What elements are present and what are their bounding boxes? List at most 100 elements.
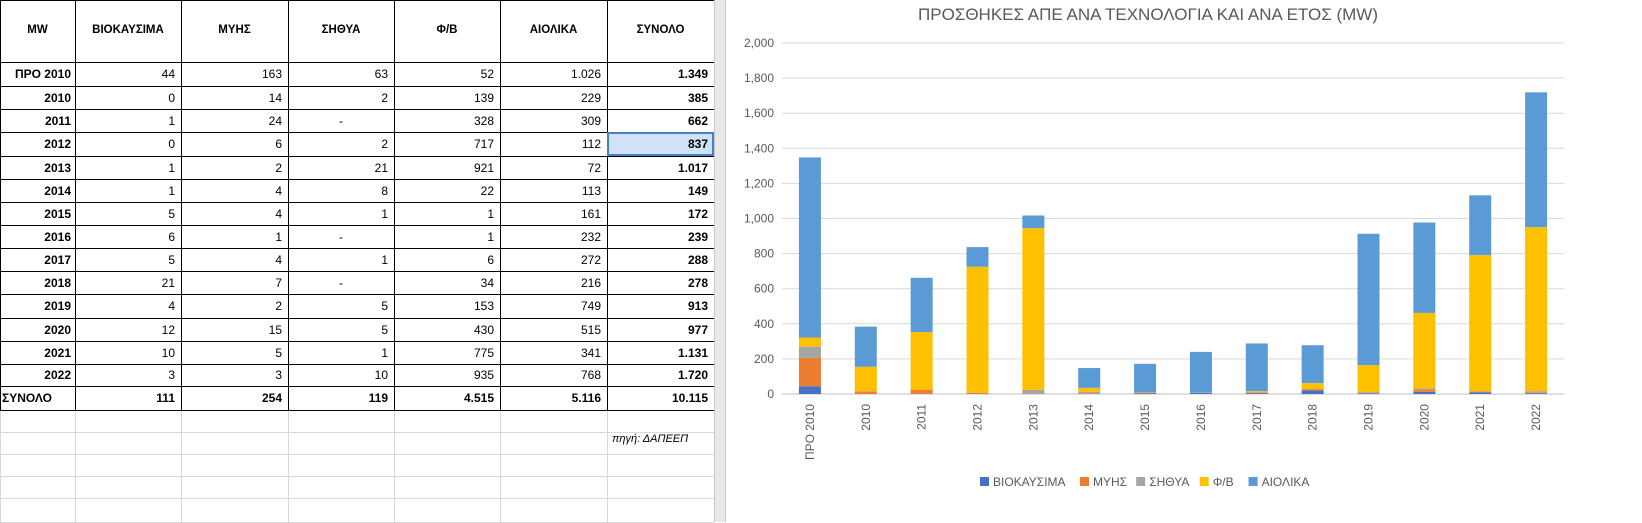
table-cell[interactable]: 216 <box>500 271 607 294</box>
table-cell[interactable]: 15 <box>181 318 288 341</box>
column-header[interactable]: ΒΙΟΚΑΥΣΙΜΑ <box>75 0 181 62</box>
table-cell[interactable]: 6 <box>394 248 500 271</box>
row-label[interactable]: 2013 <box>0 156 75 179</box>
table-cell[interactable]: - <box>288 271 394 294</box>
total-cell[interactable]: 10.115 <box>607 386 714 410</box>
table-cell[interactable]: 8 <box>288 179 394 202</box>
table-cell[interactable]: 921 <box>394 156 500 179</box>
row-label[interactable]: 2014 <box>0 179 75 202</box>
table-cell[interactable]: 44 <box>75 62 181 86</box>
table-cell[interactable]: 139 <box>394 86 500 109</box>
table-cell[interactable]: 112 <box>500 132 607 156</box>
table-cell[interactable]: 1 <box>288 202 394 225</box>
row-label[interactable]: 2017 <box>0 248 75 271</box>
table-cell[interactable]: 239 <box>607 225 714 248</box>
row-label[interactable]: 2012 <box>0 132 75 156</box>
table-cell[interactable]: 229 <box>500 86 607 109</box>
table-cell[interactable]: 1.026 <box>500 62 607 86</box>
table-cell[interactable]: 5 <box>75 202 181 225</box>
table-cell[interactable]: 4 <box>181 248 288 271</box>
row-label[interactable]: 2019 <box>0 294 75 318</box>
row-label[interactable]: 2011 <box>0 109 75 132</box>
table-cell[interactable]: - <box>288 225 394 248</box>
table-cell[interactable]: 935 <box>394 364 500 386</box>
table-cell[interactable]: 21 <box>75 271 181 294</box>
pane-divider[interactable] <box>714 0 726 522</box>
total-label[interactable]: ΣΥΝΟΛΟ <box>0 386 75 410</box>
table-cell[interactable]: 7 <box>181 271 288 294</box>
table-cell[interactable]: 22 <box>394 179 500 202</box>
table-cell[interactable]: 1 <box>394 225 500 248</box>
row-label[interactable]: ΠΡΟ 2010 <box>0 62 75 86</box>
table-cell[interactable]: 272 <box>500 248 607 271</box>
table-cell[interactable]: 1.131 <box>607 341 714 364</box>
table-cell[interactable]: 385 <box>607 86 714 109</box>
column-header[interactable]: Φ/Β <box>394 0 500 62</box>
table-cell[interactable]: 1.720 <box>607 364 714 386</box>
column-header[interactable]: ΣΗΘΥΑ <box>288 0 394 62</box>
table-cell[interactable]: 6 <box>181 132 288 156</box>
table-cell[interactable]: 328 <box>394 109 500 132</box>
table-cell[interactable]: 72 <box>500 156 607 179</box>
table-cell[interactable]: 4 <box>75 294 181 318</box>
table-cell[interactable]: 913 <box>607 294 714 318</box>
table-cell[interactable]: 153 <box>394 294 500 318</box>
total-cell[interactable]: 254 <box>181 386 288 410</box>
table-cell[interactable]: 341 <box>500 341 607 364</box>
table-cell[interactable]: 717 <box>394 132 500 156</box>
table-cell[interactable]: 1 <box>75 156 181 179</box>
table-cell[interactable]: 1.017 <box>607 156 714 179</box>
table-cell[interactable]: 430 <box>394 318 500 341</box>
table-cell[interactable]: 52 <box>394 62 500 86</box>
column-header[interactable]: ΑΙΟΛΙΚΑ <box>500 0 607 62</box>
table-cell[interactable]: 163 <box>181 62 288 86</box>
table-cell[interactable]: 2 <box>181 156 288 179</box>
table-cell[interactable]: 3 <box>75 364 181 386</box>
table-cell[interactable]: 749 <box>500 294 607 318</box>
table-cell[interactable]: 161 <box>500 202 607 225</box>
total-cell[interactable]: 119 <box>288 386 394 410</box>
row-label[interactable]: 2016 <box>0 225 75 248</box>
table-cell[interactable]: 0 <box>75 132 181 156</box>
table-cell[interactable]: 34 <box>394 271 500 294</box>
table-cell[interactable]: 5 <box>288 294 394 318</box>
table-cell[interactable]: 3 <box>181 364 288 386</box>
table-cell[interactable]: 0 <box>75 86 181 109</box>
table-cell[interactable]: 5 <box>75 248 181 271</box>
table-cell[interactable]: 515 <box>500 318 607 341</box>
table-cell[interactable]: 63 <box>288 62 394 86</box>
table-cell[interactable]: 113 <box>500 179 607 202</box>
column-header[interactable]: ΜΥΗΣ <box>181 0 288 62</box>
table-cell[interactable]: 24 <box>181 109 288 132</box>
table-cell[interactable]: 837 <box>607 132 714 156</box>
table-cell[interactable]: 172 <box>607 202 714 225</box>
row-label[interactable]: 2022 <box>0 364 75 386</box>
table-cell[interactable]: 4 <box>181 202 288 225</box>
table-cell[interactable]: 662 <box>607 109 714 132</box>
table-cell[interactable]: 21 <box>288 156 394 179</box>
table-cell[interactable]: 309 <box>500 109 607 132</box>
table-cell[interactable]: 1 <box>288 341 394 364</box>
row-label[interactable]: 2018 <box>0 271 75 294</box>
row-label[interactable]: 2020 <box>0 318 75 341</box>
table-cell[interactable]: 768 <box>500 364 607 386</box>
row-label[interactable]: 2010 <box>0 86 75 109</box>
total-cell[interactable]: 4.515 <box>394 386 500 410</box>
row-label[interactable]: 2021 <box>0 341 75 364</box>
table-cell[interactable]: 1 <box>75 109 181 132</box>
table-cell[interactable]: 5 <box>181 341 288 364</box>
table-cell[interactable]: 1.349 <box>607 62 714 86</box>
column-header[interactable]: ΣΥΝΟΛΟ <box>607 0 714 62</box>
table-cell[interactable]: 14 <box>181 86 288 109</box>
table-cell[interactable]: 10 <box>288 364 394 386</box>
table-cell[interactable]: 5 <box>288 318 394 341</box>
table-cell[interactable]: 149 <box>607 179 714 202</box>
table-cell[interactable]: 2 <box>288 86 394 109</box>
table-cell[interactable]: 10 <box>75 341 181 364</box>
table-cell[interactable]: 12 <box>75 318 181 341</box>
total-cell[interactable]: 111 <box>75 386 181 410</box>
table-cell[interactable]: 1 <box>394 202 500 225</box>
table-cell[interactable]: 1 <box>181 225 288 248</box>
table-cell[interactable]: 2 <box>288 132 394 156</box>
table-cell[interactable]: 1 <box>75 179 181 202</box>
